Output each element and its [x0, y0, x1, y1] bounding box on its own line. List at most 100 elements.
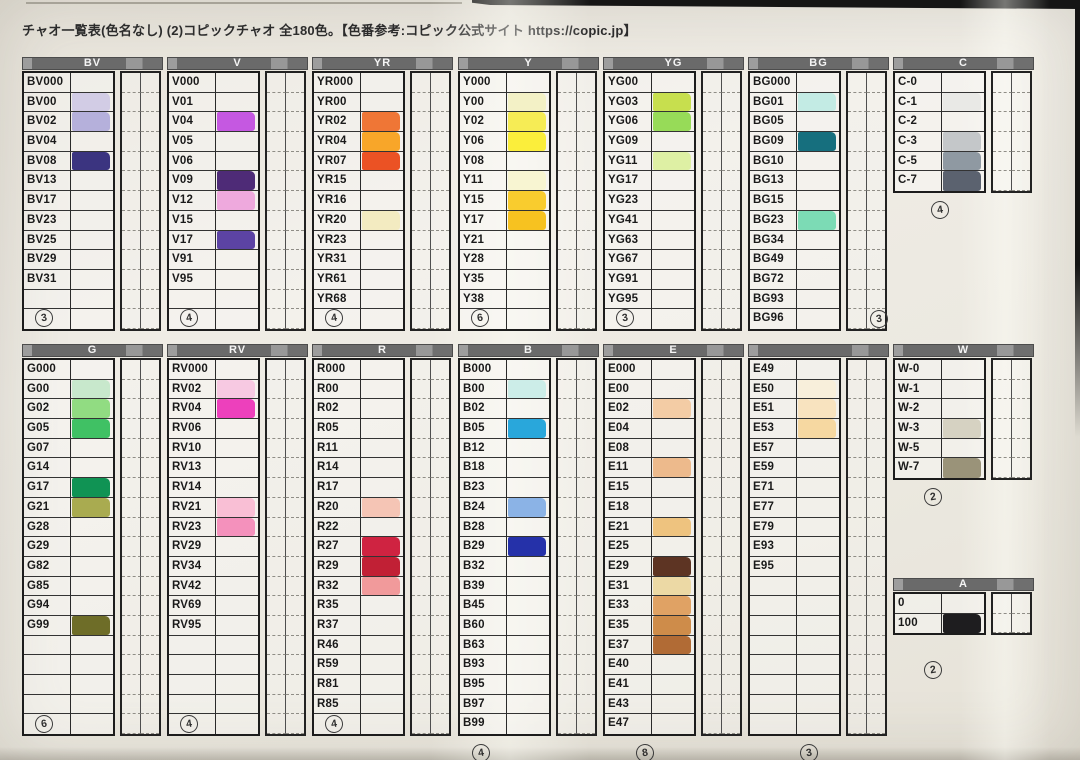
photo-edge-bottom [0, 747, 1080, 760]
color-code: BV000 [24, 73, 71, 93]
color-code: E57 [750, 438, 797, 459]
check-cell [285, 132, 304, 152]
code-table: Y000 Y00 Y02 Y06 Y08 Y11 Y15 Y17 Y21 Y28 Y35 Y38 [458, 71, 551, 331]
check-cell [703, 714, 722, 735]
color-code: BG01 [750, 92, 797, 113]
check-cell [285, 73, 304, 93]
empty-swatch-cell [797, 577, 839, 597]
empty-swatch-cell [361, 171, 403, 192]
check-cell [122, 458, 141, 479]
empty-swatch-cell [71, 309, 113, 329]
check-cell [122, 537, 141, 557]
color-code: YG41 [605, 210, 652, 231]
check-cell [122, 92, 141, 113]
check-cell [122, 419, 141, 439]
check-cell [558, 289, 577, 310]
color-code: Y17 [460, 210, 507, 231]
check-cell [1011, 152, 1030, 172]
check-cell [267, 309, 286, 329]
swatch-fill [362, 497, 400, 517]
empty-swatch-cell [71, 171, 113, 192]
check-cell [576, 655, 595, 675]
check-cell [703, 438, 722, 459]
check-cell [267, 596, 286, 616]
color-swatch-cell [71, 151, 113, 172]
group-C: C C-0 C-1 C-2 C-3 C-5 C-7 4 [893, 57, 1034, 221]
check-cell [1011, 380, 1030, 400]
color-code: RV13 [169, 458, 216, 479]
group-tables: C-0 C-1 C-2 C-3 C-5 C-7 [893, 71, 1034, 194]
check-cell [558, 478, 577, 498]
check-cell [412, 419, 431, 439]
check-cell [721, 152, 740, 172]
check-cell [430, 270, 449, 290]
check-cell [866, 132, 885, 152]
color-swatch-cell [216, 399, 258, 420]
color-swatch-cell [361, 556, 403, 577]
check-cell [558, 517, 577, 538]
color-code: RV34 [169, 556, 216, 577]
color-code: C-2 [895, 112, 942, 133]
check-cell [412, 497, 431, 518]
empty-swatch-cell [71, 270, 113, 290]
check-cell [866, 478, 885, 498]
check-cell [576, 112, 595, 133]
empty-swatch-cell [361, 380, 403, 400]
check-cell [267, 655, 286, 675]
check-cell [122, 576, 141, 597]
color-code: YG67 [605, 250, 652, 270]
check-cell [558, 151, 577, 172]
color-code [169, 714, 216, 735]
check-cell [558, 73, 577, 93]
color-swatch-cell [216, 171, 258, 192]
color-code: B18 [460, 458, 507, 479]
swatch-fill [217, 112, 255, 132]
check-cell [993, 594, 1012, 614]
empty-swatch-cell [216, 675, 258, 695]
color-code: RV02 [169, 379, 216, 400]
color-swatch-cell [797, 379, 839, 400]
color-swatch-cell [216, 497, 258, 518]
color-code: V05 [169, 132, 216, 152]
color-code: YG95 [605, 289, 652, 310]
empty-swatch-cell [942, 380, 984, 400]
group-header: YR [312, 57, 453, 70]
check-cell [285, 419, 304, 439]
check-cell [285, 270, 304, 290]
check-cell [558, 556, 577, 577]
check-cell [703, 556, 722, 577]
color-code: YR00 [314, 92, 361, 113]
empty-swatch-cell [507, 250, 549, 270]
empty-swatch-cell [507, 675, 549, 695]
color-code: B000 [460, 360, 507, 380]
color-code [314, 714, 361, 735]
empty-swatch-cell [361, 231, 403, 251]
check-cell [140, 73, 159, 93]
empty-swatch-cell [797, 152, 839, 172]
empty-swatch-cell [361, 191, 403, 211]
color-code: B63 [460, 635, 507, 656]
check-cell [721, 112, 740, 133]
code-table: E000 E00 E02 E04 E08 E11 E15 E18 E21 E25 E29 E31 E33… [603, 358, 696, 737]
check-cell [866, 636, 885, 656]
color-code: R81 [314, 675, 361, 695]
check-cell [848, 250, 867, 270]
group-header: C [893, 57, 1034, 70]
color-code: G14 [24, 458, 71, 479]
color-code: BV17 [24, 191, 71, 211]
check-cell [558, 615, 577, 636]
check-cell [285, 537, 304, 557]
check-cell [721, 380, 740, 400]
color-swatch-cell [216, 379, 258, 400]
swatch-count-note: 8 [634, 742, 656, 760]
check-cell [285, 231, 304, 251]
color-code: RV06 [169, 419, 216, 439]
color-code: E79 [750, 517, 797, 538]
color-swatch-cell [361, 132, 403, 152]
empty-swatch-cell [507, 399, 549, 420]
empty-swatch-cell [361, 360, 403, 380]
color-code [750, 694, 797, 715]
empty-swatch-cell [71, 675, 113, 695]
color-code: E21 [605, 517, 652, 538]
check-cell [993, 419, 1012, 439]
